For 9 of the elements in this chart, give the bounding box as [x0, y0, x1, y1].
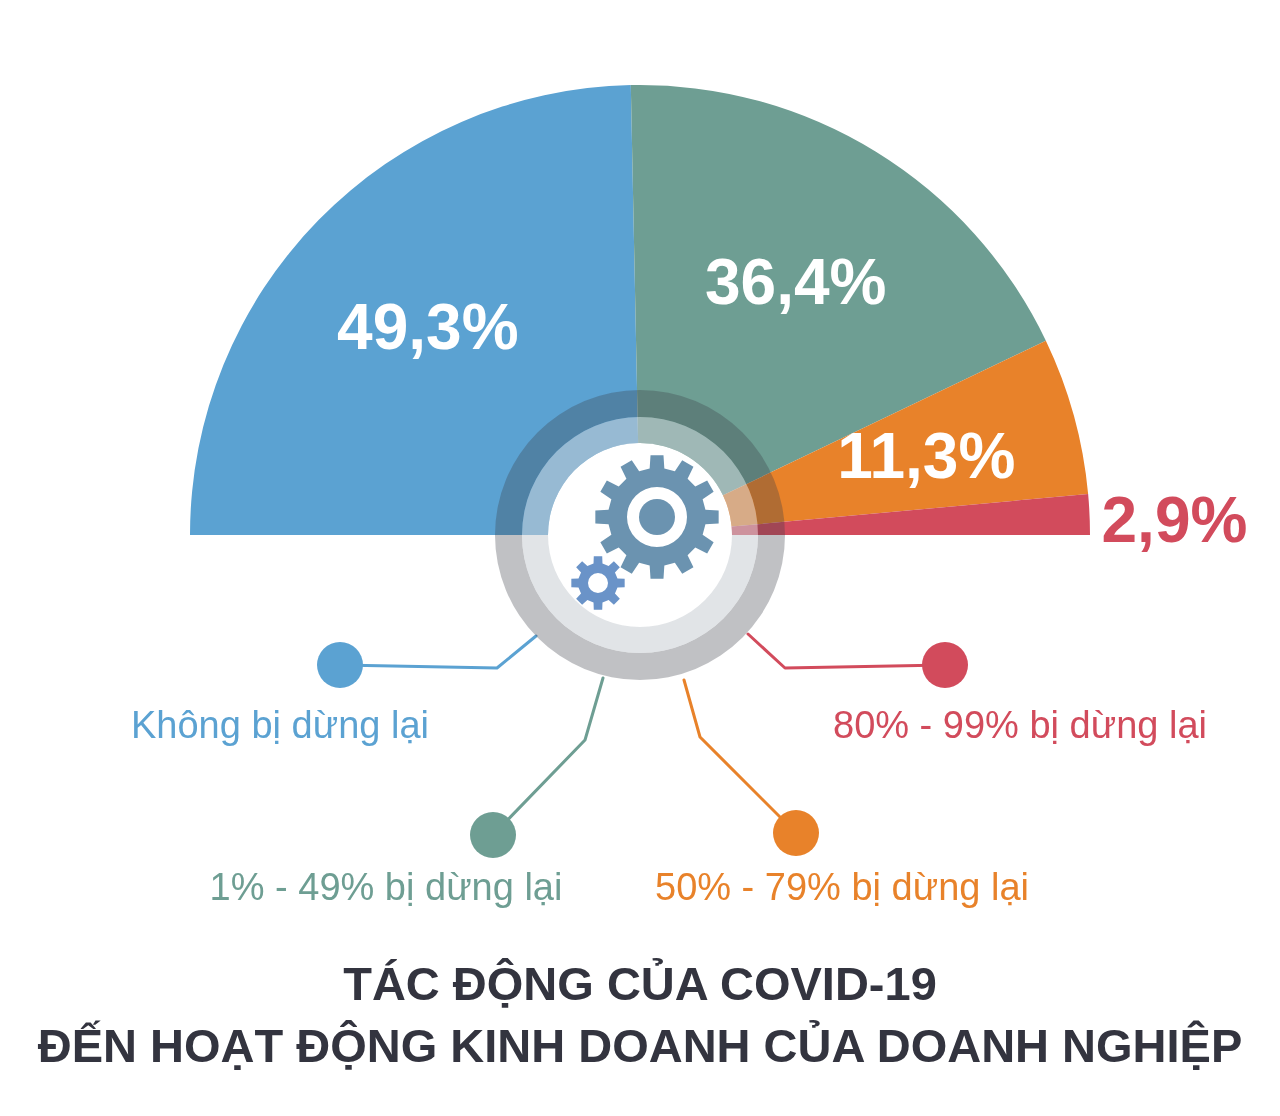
- data-label: 11,3%: [837, 420, 1016, 493]
- text: TÁC ĐỘNG CỦA COVID-19 ĐẾN HOẠT ĐỘNG KINH DOANH CỦA DOANH NGHIỆP: [37, 957, 1243, 1072]
- data-label: 2,9%: [1101, 483, 1248, 556]
- legend-label: 50% - 79% bị dừng lại: [655, 866, 1029, 908]
- legend-label: Không bị dừng lại: [131, 704, 429, 746]
- data-label: 49,3%: [337, 291, 519, 364]
- legend-label: 1% - 49% bị dừng lại: [209, 866, 563, 908]
- legend-label: 80% - 99% bị dừng lại: [833, 704, 1207, 746]
- data-label: 36,4%: [704, 246, 887, 319]
